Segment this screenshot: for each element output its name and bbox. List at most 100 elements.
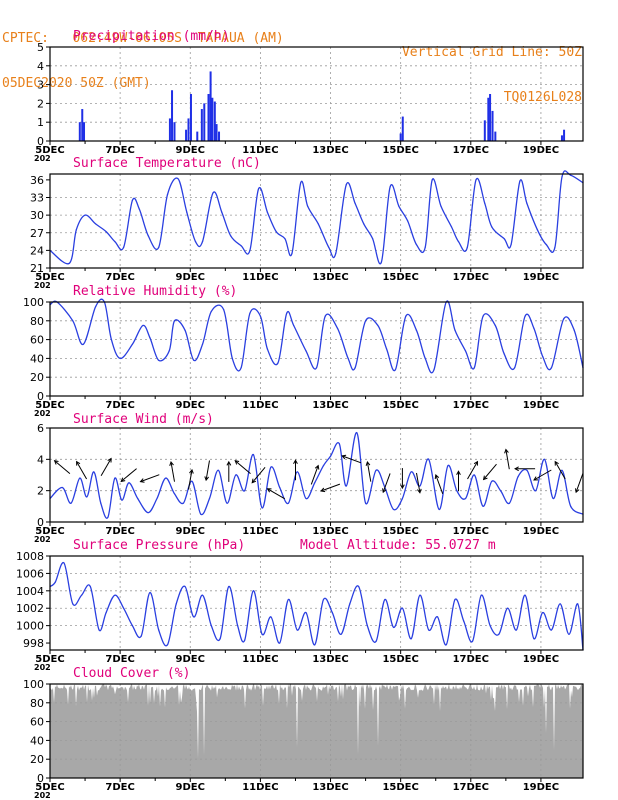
data-point [494, 324, 496, 327]
data-point [393, 508, 395, 511]
data-point [296, 629, 298, 631]
wind-arrow [234, 460, 251, 474]
year-fragment: 202 [34, 535, 51, 544]
data-point [63, 562, 65, 564]
wind-arrow [53, 460, 71, 474]
wind-arrow [320, 483, 341, 493]
wind-arrow-shaft [382, 473, 391, 493]
data-point [194, 241, 197, 243]
data-point [305, 350, 307, 352]
precip-bar [173, 122, 176, 141]
data-point [261, 633, 263, 635]
y-tick-label: 40 [30, 352, 44, 365]
wind-arrow-head [120, 477, 126, 483]
wind-arrow-shaft [435, 474, 444, 494]
data-point [249, 249, 251, 251]
data-point [535, 490, 537, 492]
data-point [149, 337, 151, 339]
y-tick-label: 33 [30, 192, 44, 205]
y-tick-label: 998 [23, 637, 44, 650]
data-point [230, 235, 232, 237]
data-point [84, 214, 86, 216]
precip-bar [494, 131, 497, 141]
x-tick-label: 13DEC [312, 272, 348, 283]
y-tick-label: 1008 [16, 550, 44, 563]
data-point [473, 474, 475, 476]
data-point [114, 477, 116, 479]
x-tick-label: 13DEC [312, 526, 348, 537]
data-point [210, 625, 212, 627]
wind-arrow [169, 460, 175, 482]
y-tick-label: 2 [37, 97, 44, 110]
data-point [182, 502, 184, 504]
precip-bar [83, 122, 86, 141]
data-point [471, 640, 474, 642]
data-point [384, 598, 386, 601]
data-point [484, 202, 486, 204]
data-point [407, 220, 409, 222]
precip-bar [171, 90, 174, 141]
data-point [372, 238, 374, 240]
data-point [240, 367, 242, 369]
data-point [191, 480, 193, 482]
precip-bar [483, 120, 486, 141]
y-tick-label: 1006 [16, 567, 44, 580]
wind-arrow-head [382, 488, 387, 494]
data-point [415, 243, 417, 246]
data-point [138, 208, 140, 210]
precip-bar [401, 116, 404, 141]
data-point [489, 625, 491, 627]
wind-arrow-shaft [188, 469, 193, 490]
wind-arrow-shaft [342, 455, 362, 464]
data-point [123, 246, 125, 248]
wind-arrow [100, 457, 112, 477]
wind-arrow-shaft [170, 461, 175, 482]
data-point [131, 625, 133, 627]
data-point [158, 246, 160, 248]
precip-bar [489, 94, 492, 141]
x-tick-label: 15DEC [382, 272, 418, 283]
data-point [114, 241, 116, 243]
panel-title: Cloud Cover (%) [73, 666, 190, 681]
precip-bar [168, 118, 171, 141]
data-point [300, 182, 302, 184]
y-tick-label: 5 [37, 41, 44, 54]
data-point [89, 585, 91, 588]
wind-arrow [293, 459, 298, 481]
x-tick-label: 11DEC [242, 145, 278, 156]
precip-bar [187, 118, 190, 141]
wind-arrow-head [533, 476, 539, 481]
data-point [389, 186, 391, 188]
data-point [93, 471, 95, 473]
precip-bar [78, 122, 81, 141]
y-tick-label: 20 [30, 753, 44, 766]
data-point [105, 612, 107, 614]
data-point [314, 482, 316, 484]
precip-bar [491, 110, 494, 141]
data-point [559, 603, 561, 605]
x-tick-label: 15DEC [382, 782, 418, 793]
precip-bar [218, 131, 221, 141]
precip-bar [81, 109, 84, 141]
precip-bar [213, 101, 216, 141]
data-point [500, 490, 502, 492]
data-point [524, 594, 526, 596]
data-point [228, 585, 230, 588]
data-point [244, 490, 246, 492]
data-point [345, 184, 347, 186]
data-point [201, 241, 204, 243]
data-point [438, 508, 440, 511]
wind-arrow-head [53, 460, 59, 465]
data-point [221, 211, 223, 213]
data-point [98, 629, 100, 631]
data-point [463, 620, 465, 622]
data-point [466, 246, 468, 248]
data-point [563, 318, 565, 320]
data-point [345, 485, 347, 487]
wind-arrow [514, 466, 536, 472]
y-tick-label: 21 [30, 262, 44, 275]
wind-arrow [310, 464, 320, 485]
wind-arrow-shaft [320, 483, 341, 492]
wind-arrow [139, 474, 160, 483]
